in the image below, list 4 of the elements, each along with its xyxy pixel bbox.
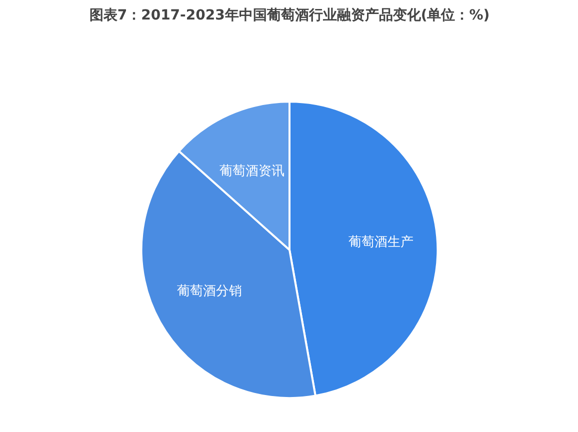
slice-label: 葡萄酒资讯: [219, 164, 284, 180]
slice-label: 葡萄酒分销: [176, 284, 242, 300]
chart-title: 图表7：2017-2023年中国葡萄酒行业融资产品变化(单位：%): [89, 6, 490, 24]
slice-label: 葡萄酒生产: [348, 234, 414, 250]
